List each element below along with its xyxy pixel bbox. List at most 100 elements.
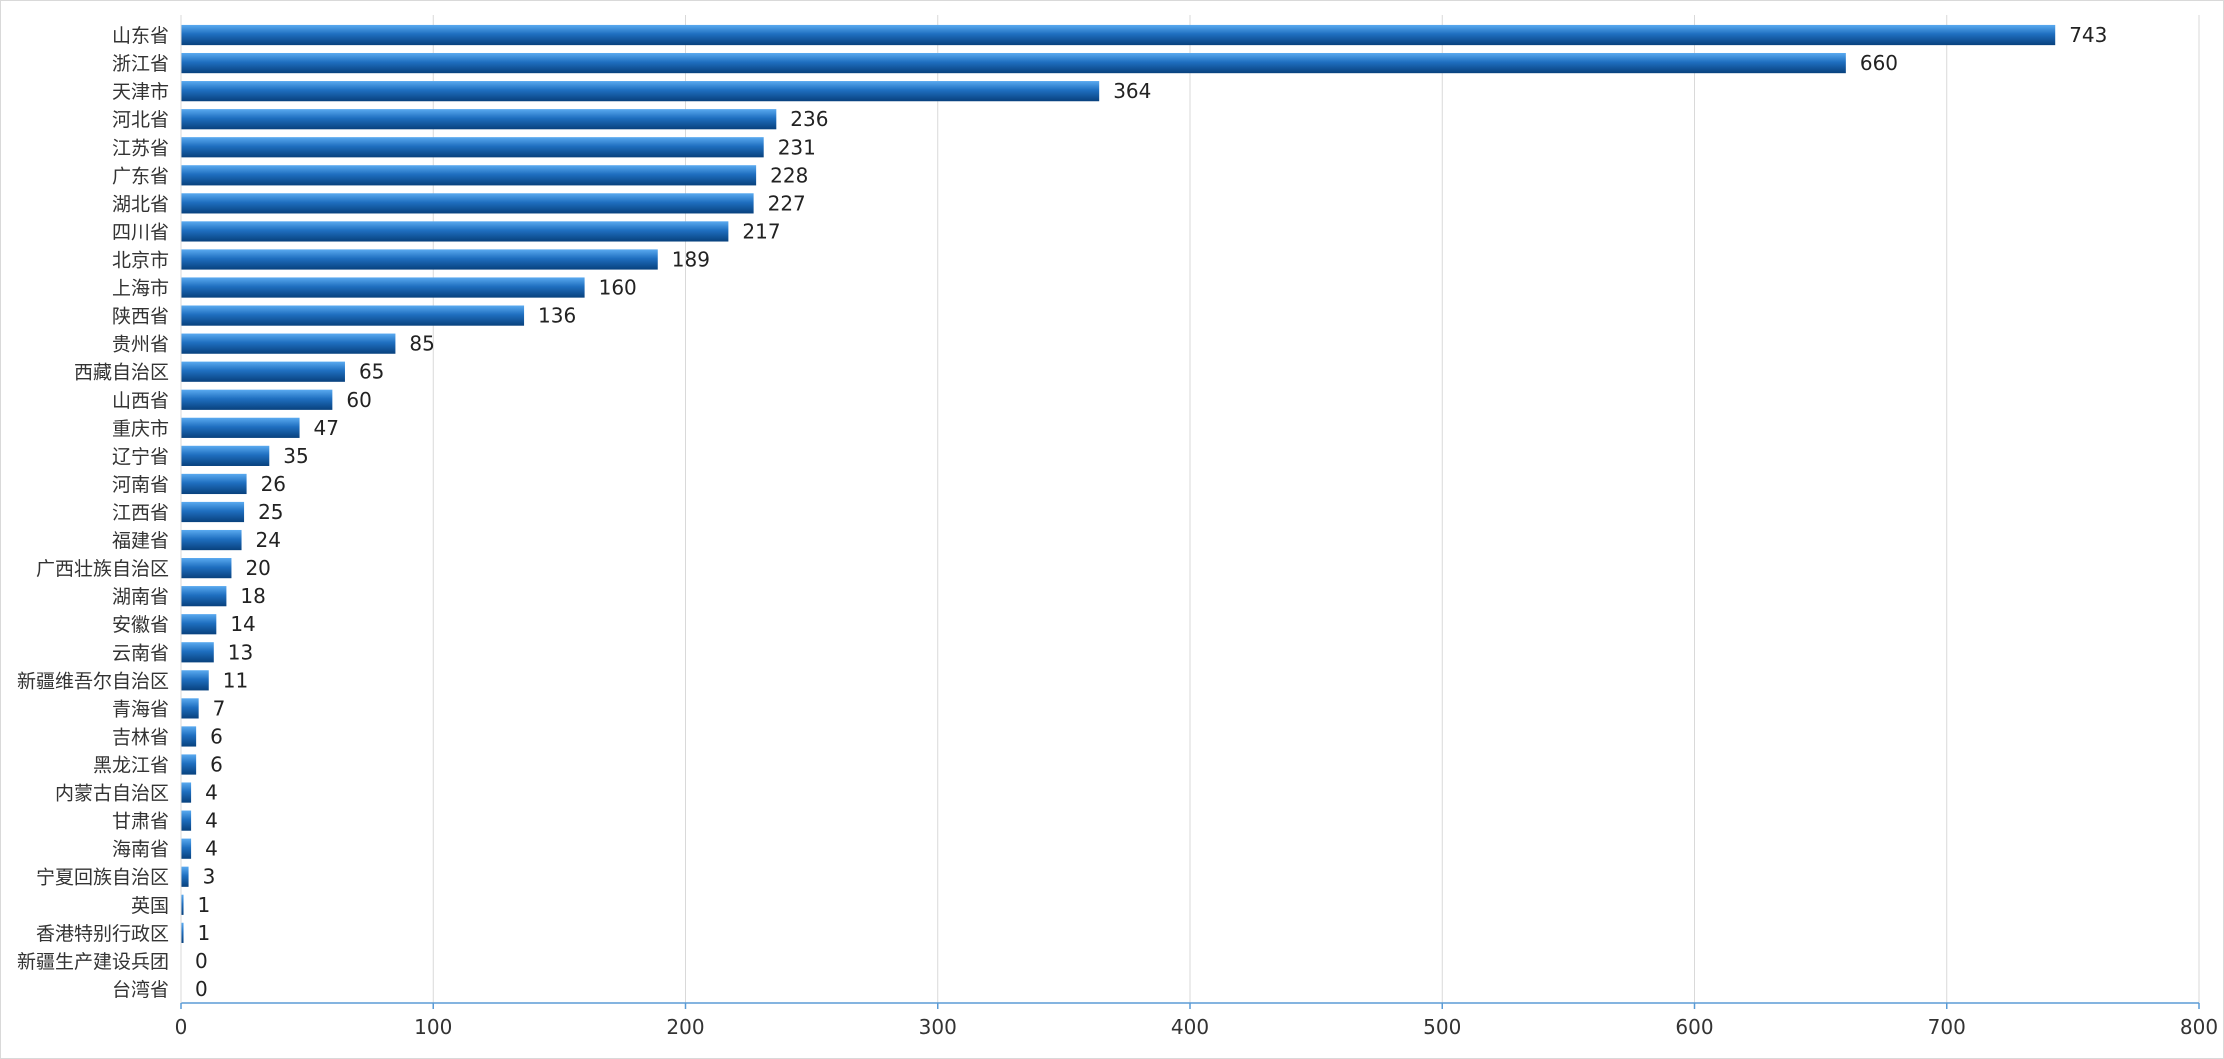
x-tick-label-300: 300 — [919, 1015, 957, 1039]
value-label-25: 6 — [210, 724, 223, 748]
category-label-12: 西藏自治区 — [74, 362, 169, 384]
value-label-34: 0 — [195, 977, 208, 1001]
bar-6 — [181, 193, 754, 214]
value-label-33: 0 — [195, 949, 208, 973]
bar-26 — [181, 754, 197, 775]
bar-24 — [181, 698, 199, 719]
category-label-1: 浙江省 — [112, 53, 169, 75]
bar-25 — [181, 726, 197, 747]
category-label-11: 贵州省 — [112, 334, 169, 356]
value-label-6: 227 — [768, 191, 806, 215]
grid-lines — [432, 15, 2200, 1003]
category-label-30: 宁夏回族自治区 — [36, 867, 169, 889]
category-label-20: 湖南省 — [112, 586, 169, 608]
value-label-2: 364 — [1113, 79, 1151, 103]
bar-23 — [181, 670, 209, 691]
x-tick-label-800: 800 — [2180, 1015, 2218, 1039]
value-label-17: 25 — [258, 500, 283, 524]
category-label-31: 英国 — [131, 895, 169, 917]
value-label-28: 4 — [205, 809, 218, 833]
x-axis — [180, 15, 2200, 1009]
x-tick-label-0: 0 — [175, 1015, 188, 1039]
x-tick-label-400: 400 — [1171, 1015, 1209, 1039]
category-label-28: 甘肃省 — [112, 811, 169, 833]
value-label-29: 4 — [205, 837, 218, 861]
category-label-32: 香港特别行政区 — [36, 923, 169, 945]
value-label-13: 60 — [346, 388, 371, 412]
value-label-23: 11 — [223, 668, 248, 692]
value-label-21: 14 — [230, 612, 255, 636]
value-label-27: 4 — [205, 781, 218, 805]
category-label-22: 云南省 — [112, 642, 169, 664]
value-label-11: 85 — [409, 332, 434, 356]
category-label-9: 上海市 — [112, 278, 169, 300]
value-label-7: 217 — [742, 219, 780, 243]
bar-17 — [181, 501, 245, 523]
category-label-4: 江苏省 — [112, 137, 169, 159]
category-label-15: 辽宁省 — [112, 446, 169, 468]
category-label-7: 四川省 — [112, 221, 169, 243]
category-label-10: 陕西省 — [112, 306, 169, 328]
bar-32 — [181, 922, 184, 943]
value-label-14: 47 — [314, 416, 339, 440]
bar-13 — [181, 389, 333, 410]
value-label-5: 228 — [770, 163, 808, 187]
bar-11 — [181, 333, 396, 354]
category-label-18: 福建省 — [112, 530, 169, 552]
category-label-25: 吉林省 — [112, 726, 169, 748]
category-label-3: 河北省 — [112, 109, 169, 131]
bar-0 — [181, 24, 2056, 46]
value-label-26: 6 — [210, 753, 223, 777]
category-label-16: 河南省 — [112, 474, 169, 496]
bar-21 — [181, 614, 217, 635]
value-label-8: 189 — [672, 247, 710, 271]
bar-22 — [181, 642, 214, 663]
bar-4 — [181, 137, 764, 158]
category-label-8: 北京市 — [112, 249, 169, 271]
value-label-24: 7 — [213, 696, 226, 720]
bar-15 — [181, 445, 270, 466]
category-label-27: 内蒙古自治区 — [55, 783, 169, 805]
category-label-34: 台湾省 — [112, 979, 169, 1001]
category-label-24: 青海省 — [112, 698, 169, 720]
value-label-20: 18 — [240, 584, 265, 608]
x-tick-label-600: 600 — [1675, 1015, 1713, 1039]
category-label-26: 黑龙江省 — [93, 755, 169, 777]
category-label-2: 天津市 — [112, 81, 169, 103]
category-label-0: 山东省 — [112, 25, 169, 47]
bar-29 — [181, 838, 192, 859]
bar-10 — [181, 305, 525, 326]
bar-2 — [181, 81, 1100, 102]
category-label-14: 重庆市 — [112, 418, 169, 440]
category-label-5: 广东省 — [112, 165, 169, 187]
x-tick-label-700: 700 — [1928, 1015, 1966, 1039]
value-label-16: 26 — [261, 472, 286, 496]
bar-27 — [181, 782, 192, 803]
value-label-32: 1 — [198, 921, 211, 945]
category-label-6: 湖北省 — [112, 193, 169, 215]
category-label-23: 新疆维吾尔自治区 — [17, 670, 169, 692]
category-label-29: 海南省 — [112, 839, 169, 861]
category-label-33: 新疆生产建设兵团 — [17, 951, 169, 973]
value-label-4: 231 — [778, 135, 816, 159]
value-label-19: 20 — [245, 556, 270, 580]
bar-20 — [181, 586, 227, 607]
bar-1 — [181, 52, 1846, 74]
value-label-1: 660 — [1860, 51, 1898, 75]
bar-19 — [181, 558, 232, 579]
x-tick-label-200: 200 — [666, 1015, 704, 1039]
value-label-30: 3 — [203, 865, 216, 889]
value-label-9: 160 — [599, 276, 637, 300]
value-label-31: 1 — [198, 893, 211, 917]
value-label-10: 136 — [538, 304, 576, 328]
bar-9 — [181, 277, 585, 298]
bar-14 — [181, 417, 300, 438]
bar-28 — [181, 810, 192, 831]
bar-5 — [181, 165, 757, 186]
bars — [181, 24, 2056, 943]
category-label-13: 山西省 — [112, 390, 169, 412]
bar-16 — [181, 473, 247, 495]
